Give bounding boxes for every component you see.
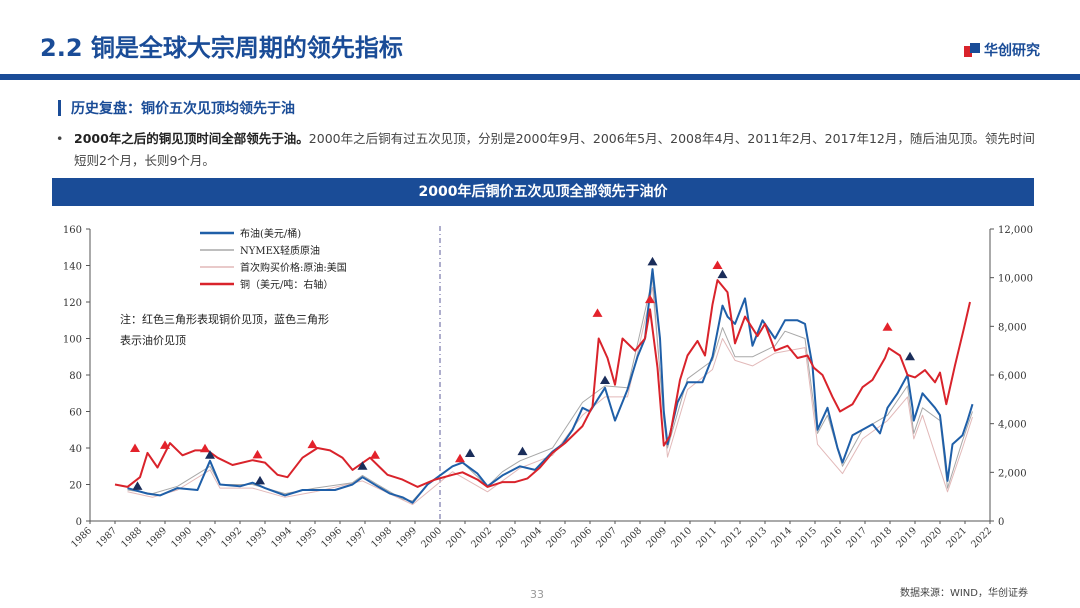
header-rule <box>0 74 1080 80</box>
x-tick-label: 2007 <box>594 525 619 550</box>
y-right-tick-label: 10,000 <box>998 274 1033 285</box>
x-tick-label: 2011 <box>694 525 719 550</box>
x-tick-label: 1993 <box>244 525 269 550</box>
x-tick-label: 1991 <box>194 525 219 550</box>
x-tick-label: 2016 <box>819 525 844 550</box>
x-tick-label: 2003 <box>494 525 519 550</box>
series-line-0 <box>127 268 974 504</box>
oil-peak-marker <box>517 446 528 456</box>
x-tick-label: 2014 <box>769 525 794 550</box>
x-tick-label: 1994 <box>269 525 294 550</box>
bullet-bold: 2000年之后的铜见顶时间全部领先于油。 <box>74 131 309 146</box>
y-right-tick-label: 4,000 <box>998 420 1027 431</box>
oil-peak-marker <box>717 269 728 279</box>
bullet-text: 2000年之后铜有过五次见顶，分别是2000年9月、2006年5月、2008年4… <box>74 131 1035 168</box>
x-tick-label: 2019 <box>894 525 919 550</box>
section-heading: 历史复盘：铜价五次见顶均领先于油 <box>58 98 295 118</box>
x-tick-label: 2012 <box>719 525 744 550</box>
x-tick-label: 1989 <box>144 525 169 550</box>
x-tick-label: 2009 <box>644 525 669 550</box>
x-tick-label: 1987 <box>94 525 119 550</box>
y-right-tick-label: 8,000 <box>998 322 1027 333</box>
copper-peak-marker <box>307 439 318 449</box>
copper-peak-marker <box>645 294 655 304</box>
oil-peak-marker <box>465 448 475 457</box>
x-tick-label: 2018 <box>869 525 894 550</box>
oil-peak-marker <box>205 450 215 459</box>
x-tick-label: 1997 <box>344 525 369 550</box>
chart-banner: 2000年后铜价五次见顶全部领先于油价 <box>52 178 1034 206</box>
oil-peak-marker <box>647 256 658 266</box>
copper-peak-marker <box>455 453 465 463</box>
bullet-paragraph: • 2000年之后的铜见顶时间全部领先于油。2000年之后铜有过五次见顶，分别是… <box>56 128 1036 172</box>
y-left-tick-label: 120 <box>63 298 82 309</box>
x-tick-label: 2006 <box>569 525 594 550</box>
y-left-tick-label: 20 <box>69 481 82 492</box>
copper-peak-marker <box>200 443 210 453</box>
y-left-tick-label: 40 <box>69 444 82 455</box>
x-tick-label: 2000 <box>419 525 444 550</box>
annotation-line-1: 表示油价见顶 <box>120 333 186 347</box>
oil-peak-marker <box>600 375 610 384</box>
oil-peak-marker <box>905 351 915 361</box>
oil-peak-marker <box>255 475 265 485</box>
x-tick-label: 1998 <box>369 525 394 550</box>
oil-copper-chart: 0 20 40 60 80 100 120 140 160 0 2,000 4,000 6,000 8,0… <box>63 225 1033 550</box>
y-left-tick-label: 140 <box>63 262 82 273</box>
x-tick-label: 2001 <box>444 525 469 550</box>
x-tick-label: 2002 <box>469 525 494 550</box>
y-right-tick-label: 6,000 <box>998 371 1027 382</box>
x-tick-label: 2004 <box>519 525 544 550</box>
brand-logo-icon <box>964 43 980 57</box>
bullet-dot-icon: • <box>56 131 64 146</box>
x-tick-label: 2013 <box>744 525 769 550</box>
oil-peak-marker <box>357 461 368 470</box>
x-tick-label: 2017 <box>844 525 869 550</box>
y-right-tick-label: 12,000 <box>998 225 1033 236</box>
copper-peak-marker <box>592 308 603 317</box>
x-tick-label: 1996 <box>319 525 344 550</box>
x-tick-label: 2010 <box>669 525 694 550</box>
y-left-tick-label: 60 <box>69 408 82 419</box>
page-number: 33 <box>530 588 544 601</box>
series-line-3 <box>114 279 971 488</box>
legend-label-3: 铜（美元/吨：右轴） <box>240 278 333 291</box>
x-tick-label: 1992 <box>219 525 244 550</box>
legend-label-2: 首次购买价格:原油:美国 <box>240 261 347 274</box>
copper-peak-marker <box>130 443 140 452</box>
copper-peak-marker <box>160 440 170 449</box>
copper-peak-marker <box>712 260 723 269</box>
copper-peak-marker <box>882 322 893 331</box>
section-heading-text: 历史复盘：铜价五次见顶均领先于油 <box>71 101 295 117</box>
x-tick-label: 1986 <box>69 525 94 550</box>
x-tick-label: 2015 <box>794 525 819 550</box>
y-left-tick-label: 100 <box>63 335 82 346</box>
y-left-tick-label: 80 <box>69 371 82 382</box>
page-title: 2.2 铜是全球大宗周期的领先指标 <box>40 34 403 62</box>
legend-label-1: NYMEX轻质原油 <box>240 244 320 257</box>
data-source: 数据来源：WIND，华创证券 <box>899 588 1028 599</box>
y-left-tick-label: 0 <box>76 517 82 528</box>
y-right-tick-label: 0 <box>998 517 1004 528</box>
y-right-tick-label: 2,000 <box>998 468 1027 479</box>
series-line-1 <box>127 277 973 502</box>
brand-name: 华创研究 <box>984 43 1040 59</box>
x-tick-label: 2008 <box>619 525 644 550</box>
x-tick-label: 2021 <box>944 525 969 550</box>
x-tick-label: 2005 <box>544 525 569 550</box>
oil-peak-marker <box>132 481 143 490</box>
x-tick-label: 1990 <box>169 525 194 550</box>
x-tick-label: 1995 <box>294 525 319 550</box>
x-tick-label: 2022 <box>969 525 994 550</box>
brand-logo-group: 华创研究 <box>964 40 1040 60</box>
legend-label-0: 布油(美元/桶) <box>240 227 301 240</box>
x-tick-label: 2020 <box>919 525 944 550</box>
x-tick-label: 1988 <box>119 525 144 550</box>
section-bar-marker <box>58 100 61 116</box>
annotation-line-0: 注：红色三角形表现铜价见顶，蓝色三角形 <box>120 312 329 326</box>
copper-peak-marker <box>370 450 380 459</box>
y-left-tick-label: 160 <box>63 225 82 236</box>
x-tick-label: 1999 <box>394 525 419 550</box>
copper-peak-marker <box>252 449 263 459</box>
